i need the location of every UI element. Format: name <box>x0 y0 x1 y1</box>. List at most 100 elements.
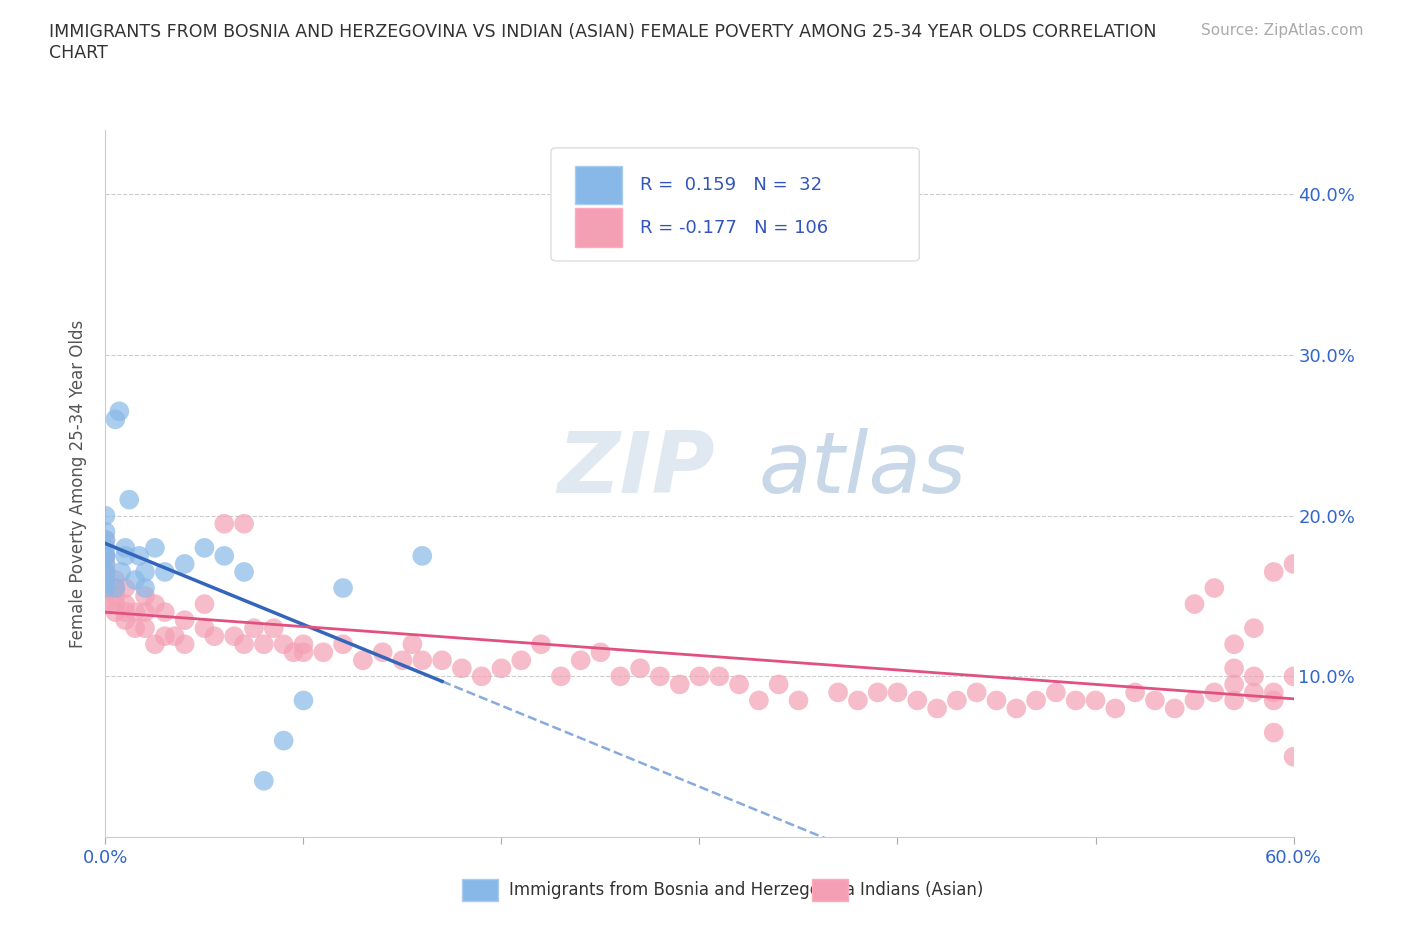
Point <box>114 613 136 628</box>
Point <box>94 532 117 547</box>
Point <box>243 620 266 635</box>
Point <box>1064 693 1087 708</box>
Point <box>391 653 413 668</box>
Point <box>846 693 869 708</box>
Point <box>153 629 176 644</box>
Point <box>371 644 394 659</box>
Point <box>827 685 849 700</box>
Point <box>163 629 186 644</box>
Point <box>609 669 631 684</box>
Point <box>118 492 141 507</box>
Text: R = -0.177   N = 106: R = -0.177 N = 106 <box>640 219 828 237</box>
Point <box>787 693 810 708</box>
Point <box>648 669 671 684</box>
Text: Immigrants from Bosnia and Herzegovina: Immigrants from Bosnia and Herzegovina <box>509 881 855 899</box>
Point <box>224 629 246 644</box>
Point <box>94 549 117 564</box>
Point <box>569 653 592 668</box>
Point <box>273 637 295 652</box>
Point <box>104 580 127 595</box>
Point <box>134 580 156 595</box>
Point <box>1282 556 1305 571</box>
Point <box>430 653 453 668</box>
Text: Indians (Asian): Indians (Asian) <box>860 881 983 899</box>
Point <box>1184 597 1206 612</box>
Point <box>94 556 117 571</box>
Point <box>471 669 494 684</box>
Point <box>1184 693 1206 708</box>
Point <box>530 637 553 652</box>
Point <box>292 693 315 708</box>
Text: Source: ZipAtlas.com: Source: ZipAtlas.com <box>1201 23 1364 38</box>
Point <box>104 412 127 427</box>
Point <box>94 565 117 579</box>
Point <box>114 549 136 564</box>
Y-axis label: Female Poverty Among 25-34 Year Olds: Female Poverty Among 25-34 Year Olds <box>69 320 87 647</box>
Point <box>1025 693 1047 708</box>
Point <box>411 653 433 668</box>
Point <box>233 565 256 579</box>
Point <box>1243 669 1265 684</box>
Point <box>94 580 117 595</box>
Point <box>94 549 117 564</box>
Point <box>193 540 215 555</box>
Point <box>143 540 166 555</box>
Point <box>550 669 572 684</box>
Point <box>1164 701 1187 716</box>
Point <box>253 774 276 789</box>
FancyBboxPatch shape <box>551 148 920 261</box>
Point <box>1263 685 1285 700</box>
Point <box>312 644 335 659</box>
Point <box>1223 661 1246 676</box>
Point <box>104 573 127 588</box>
Point <box>1282 750 1305 764</box>
Point <box>94 580 117 595</box>
Point <box>1263 565 1285 579</box>
Point <box>728 677 751 692</box>
Point <box>124 573 146 588</box>
Text: atlas: atlas <box>759 428 967 511</box>
Point <box>143 637 166 652</box>
Point <box>153 604 176 619</box>
Point <box>1263 693 1285 708</box>
Point <box>1204 580 1226 595</box>
Point <box>253 637 276 652</box>
Point <box>214 549 236 564</box>
Point <box>1084 693 1107 708</box>
Point <box>94 565 117 579</box>
Point <box>986 693 1008 708</box>
Point <box>292 637 315 652</box>
Point <box>628 661 651 676</box>
Point <box>94 573 117 588</box>
Point <box>1005 701 1028 716</box>
Point <box>94 573 117 588</box>
Point <box>94 549 117 564</box>
Point <box>104 604 127 619</box>
Point <box>124 620 146 635</box>
Point <box>173 613 195 628</box>
Point <box>104 597 127 612</box>
Point <box>193 597 215 612</box>
Point <box>768 677 790 692</box>
Point <box>589 644 612 659</box>
Point <box>110 565 132 579</box>
FancyBboxPatch shape <box>575 208 623 246</box>
Point <box>352 653 374 668</box>
Point <box>233 637 256 652</box>
Point <box>332 637 354 652</box>
Point <box>1045 685 1067 700</box>
Point <box>1104 701 1126 716</box>
Point <box>1143 693 1166 708</box>
Point <box>1223 677 1246 692</box>
Point <box>233 516 256 531</box>
Point <box>966 685 988 700</box>
Point <box>1223 637 1246 652</box>
Point <box>134 604 156 619</box>
Point <box>263 620 285 635</box>
Point <box>1123 685 1146 700</box>
Point <box>94 532 117 547</box>
Point <box>1263 725 1285 740</box>
Point <box>668 677 690 692</box>
Point <box>283 644 305 659</box>
Point <box>94 556 117 571</box>
